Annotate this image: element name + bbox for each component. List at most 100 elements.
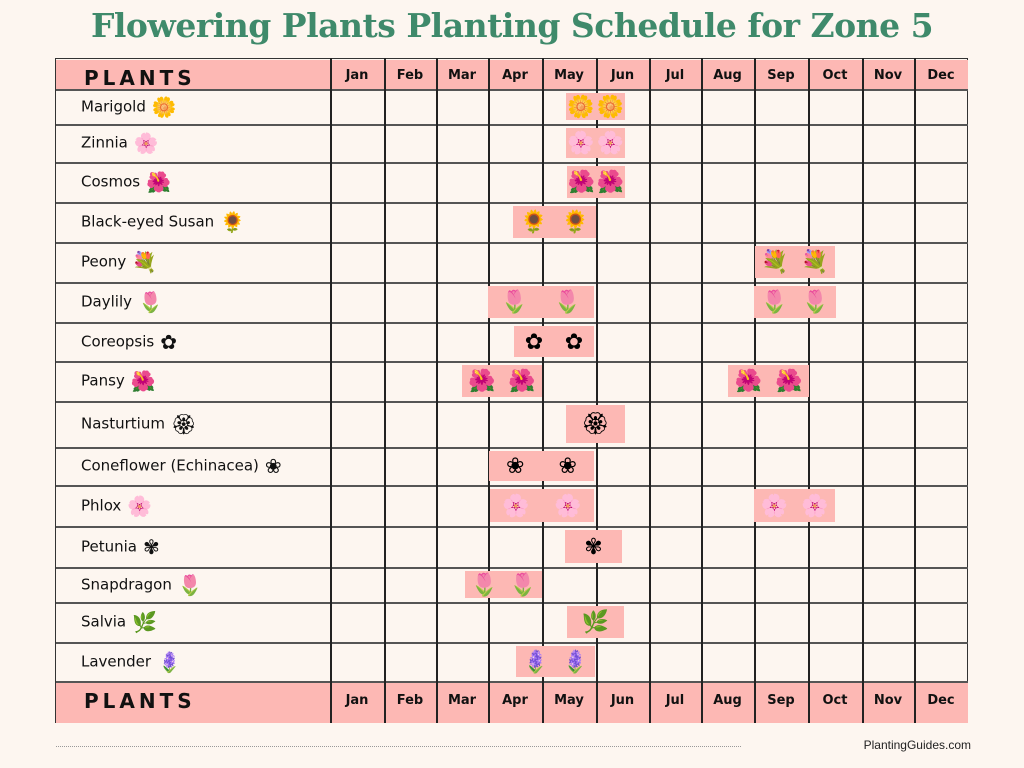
planting-window-block: 🌿 xyxy=(567,606,624,638)
phlox-icon: 🌸 xyxy=(554,492,582,518)
month-header-apr: Apr xyxy=(502,693,528,708)
daylily-icon: 🌷 xyxy=(801,289,830,314)
month-header-oct: Oct xyxy=(822,693,848,708)
cosmos-icon: 🌺 xyxy=(567,169,596,194)
row-divider xyxy=(56,162,968,164)
plant-row-label: Lavender 🪻 xyxy=(81,652,182,672)
page-title: Flowering Plants Planting Schedule for Z… xyxy=(90,6,934,45)
peony-icon: 💐 xyxy=(761,249,789,274)
daylily-icon: 🌷 xyxy=(760,289,789,314)
row-divider xyxy=(56,602,968,604)
plant-row-label: Peony 💐 xyxy=(81,252,157,272)
column-divider xyxy=(914,58,916,723)
plant-name: Snapdragon xyxy=(81,575,172,593)
peony-icon: 💐 xyxy=(801,249,829,274)
month-header-dec: Dec xyxy=(927,68,955,83)
month-header-aug: Aug xyxy=(713,693,742,708)
cosmos-icon: 🌺 xyxy=(146,170,171,194)
planting-window-block: 💐 💐 xyxy=(755,246,835,278)
row-divider xyxy=(56,567,968,569)
plant-name: Pansy xyxy=(81,371,125,390)
pansy-icon: 🌺 xyxy=(734,368,762,393)
planting-window-block: 🌸 🌸 xyxy=(754,489,835,522)
snapdragon-icon: 🌷 xyxy=(509,571,537,597)
planting-window-block: 🌷 🌷 xyxy=(465,571,542,598)
plants-header-label: PLANTS xyxy=(84,689,196,713)
row-divider xyxy=(56,526,968,528)
phlox-icon: 🌸 xyxy=(801,492,829,518)
marigold-icon: 🌼 xyxy=(567,93,595,119)
plant-name: Cosmos xyxy=(81,172,141,191)
month-header-sep: Sep xyxy=(767,68,795,83)
plant-name: Petunia xyxy=(81,537,137,555)
daylily-icon: 🌷 xyxy=(500,289,529,314)
marigold-icon: 🌼 xyxy=(151,94,177,119)
planting-window-block: 🌺 🌺 xyxy=(567,166,625,198)
plant-name: Lavender xyxy=(81,652,152,670)
black-eyed-susan-icon: 🌻 xyxy=(520,209,548,234)
pansy-icon: 🌺 xyxy=(508,368,536,393)
column-divider xyxy=(701,58,703,723)
planting-window-block: 🌷 🌷 xyxy=(488,286,594,318)
month-header-apr: Apr xyxy=(502,68,528,83)
footer-divider xyxy=(56,746,741,747)
plant-row-label: Phlox 🌸 xyxy=(81,496,152,516)
column-divider xyxy=(384,58,386,723)
row-divider xyxy=(56,361,968,363)
month-header-nov: Nov xyxy=(873,693,903,708)
row-divider xyxy=(56,642,968,644)
planting-window-block: 🌺 🌺 xyxy=(462,365,542,397)
month-header-may: May xyxy=(554,693,584,708)
month-header-jan: Jan xyxy=(345,68,369,83)
marigold-icon: 🌼 xyxy=(596,93,624,119)
plant-name: Marigold xyxy=(81,97,146,115)
coreopsis-icon: ✿ xyxy=(564,328,584,354)
row-divider xyxy=(56,401,968,403)
planting-window-block: ✾ xyxy=(565,530,622,563)
petunia-icon: ✾ xyxy=(143,534,160,559)
month-header-jun: Jun xyxy=(610,68,635,83)
month-header-jan: Jan xyxy=(345,693,369,708)
lavender-icon: 🪻 xyxy=(522,648,550,674)
month-header-aug: Aug xyxy=(713,68,742,83)
month-header-oct: Oct xyxy=(822,68,848,83)
month-header-feb: Feb xyxy=(396,68,424,83)
plant-name: Salvia xyxy=(81,612,127,631)
footer-brand: PlantingGuides.com xyxy=(863,738,971,752)
plant-row-label: Salvia 🌿 xyxy=(81,612,157,632)
coreopsis-icon: ✿ xyxy=(160,329,177,354)
month-header-jul: Jul xyxy=(665,68,685,83)
plant-row-label: Black-eyed Susan 🌻 xyxy=(81,212,245,232)
plant-name: Coreopsis xyxy=(81,332,155,350)
plant-row-label: Snapdragon 🌷 xyxy=(81,575,203,595)
snapdragon-icon: 🌷 xyxy=(177,572,203,597)
column-divider xyxy=(436,58,438,723)
salvia-icon: 🌿 xyxy=(132,610,158,634)
month-header-dec: Dec xyxy=(927,693,955,708)
daylily-icon: 🌷 xyxy=(553,289,582,314)
planting-window-block: 🌷 🌷 xyxy=(754,286,836,318)
plant-row-label: Zinnia 🌸 xyxy=(81,133,159,153)
row-divider xyxy=(56,681,968,683)
nasturtium-icon: 🏵 xyxy=(170,412,197,436)
header-row-bottom xyxy=(56,681,968,723)
planting-window-block: 🌻 🌻 xyxy=(513,206,596,238)
planting-window-block: 🪻 🪻 xyxy=(516,646,595,677)
row-divider xyxy=(56,485,968,487)
snapdragon-icon: 🌷 xyxy=(470,571,498,597)
pansy-icon: 🌺 xyxy=(130,369,156,393)
planting-window-block: 🏵 xyxy=(566,405,625,443)
row-divider xyxy=(56,202,968,204)
pansy-icon: 🌺 xyxy=(468,368,496,393)
plant-row-label: Marigold 🌼 xyxy=(81,97,177,117)
coneflower-icon: ❀ xyxy=(506,453,525,478)
column-divider xyxy=(596,58,598,723)
row-divider xyxy=(56,282,968,284)
peony-icon: 💐 xyxy=(132,250,158,274)
phlox-icon: 🌸 xyxy=(502,492,530,518)
zinnia-icon: 🌸 xyxy=(596,130,624,155)
salvia-icon: 🌿 xyxy=(581,609,610,634)
month-header-may: May xyxy=(554,68,584,83)
coneflower-icon: ❀ xyxy=(558,453,577,478)
header-row-top xyxy=(56,60,968,89)
